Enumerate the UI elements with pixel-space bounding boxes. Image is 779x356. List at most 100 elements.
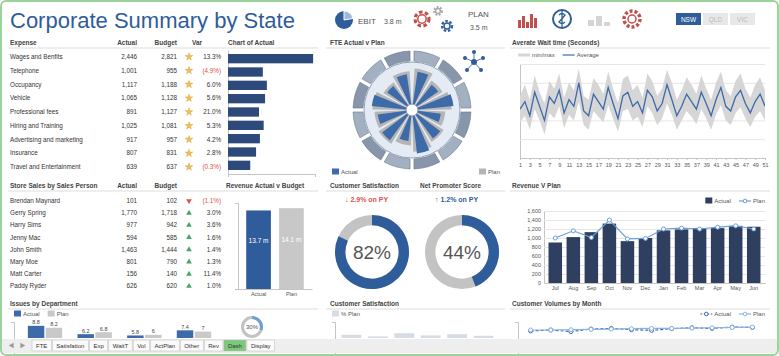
tick-mark xyxy=(618,158,619,160)
tick-label: 1,600 xyxy=(527,208,541,214)
chart-title: Averate Wait time (Seconds) xyxy=(512,39,599,47)
cell: 6.0% xyxy=(207,81,222,88)
tab-label[interactable]: Exp xyxy=(93,343,104,349)
cell: 1.0% xyxy=(207,282,222,289)
chart: Revenue V Plan02004006008001,0001,2001,4… xyxy=(512,182,766,291)
button-background[interactable] xyxy=(676,13,701,25)
bar xyxy=(747,227,761,283)
icon-gear xyxy=(434,7,442,15)
tab-background[interactable] xyxy=(224,340,246,351)
bar xyxy=(657,230,671,283)
tab-label[interactable]: WaitT xyxy=(113,343,129,349)
cell: 1.6% xyxy=(207,234,222,241)
tick-label: 41 xyxy=(713,162,719,168)
cell: Mary Moe xyxy=(10,258,38,266)
donut: 82% xyxy=(335,215,409,289)
section-rule xyxy=(510,191,770,192)
subtitle: ↑ 1.2% on PY xyxy=(435,196,479,203)
button-label[interactable]: VIC xyxy=(737,16,748,23)
sheet-tab[interactable]: Vol xyxy=(133,340,149,351)
tick-label: 31 xyxy=(664,162,670,168)
cell: Travel and Entertainment xyxy=(10,163,81,170)
plot xyxy=(372,68,454,153)
button-label[interactable]: NSW xyxy=(681,16,697,23)
tick: 1,400 xyxy=(527,217,765,223)
sheet-tab[interactable]: Rev xyxy=(204,340,223,351)
tab-background[interactable] xyxy=(32,340,51,351)
icon-shape xyxy=(559,11,565,27)
state-button[interactable]: QLD xyxy=(703,13,728,25)
tab-nav[interactable] xyxy=(9,343,14,349)
cell: 807 xyxy=(126,149,137,156)
tab-label[interactable]: Rev xyxy=(208,343,219,349)
tab-background[interactable] xyxy=(52,340,88,351)
tick: 29 xyxy=(655,158,661,168)
state-button[interactable]: VIC xyxy=(730,13,755,25)
button-label[interactable]: QLD xyxy=(709,16,723,24)
column-header: Budget xyxy=(155,39,178,47)
tick: 25 xyxy=(635,158,641,168)
tick-mark xyxy=(745,158,746,160)
state-button[interactable]: NSW xyxy=(676,13,701,25)
sheet-tab[interactable]: Dash xyxy=(224,340,246,351)
cell: 2,821 xyxy=(161,53,177,60)
tick-label: 25 xyxy=(635,162,641,168)
plot xyxy=(529,325,755,333)
grid-line xyxy=(544,220,765,221)
bar xyxy=(228,121,264,130)
tab-background[interactable] xyxy=(247,340,275,351)
cell: 101 xyxy=(126,197,137,204)
button-background[interactable] xyxy=(703,13,728,25)
tab-label[interactable]: ActPlan xyxy=(155,343,176,349)
sheet-tab[interactable]: Display xyxy=(247,340,275,351)
tick-label: 27 xyxy=(645,162,651,168)
sheet-tab[interactable]: Exp xyxy=(89,340,107,351)
sheet-tab[interactable]: FTE xyxy=(32,340,51,351)
legend-item: % Plan xyxy=(332,311,360,318)
icon-shape xyxy=(415,12,429,26)
tab-nav[interactable] xyxy=(20,343,25,349)
tick-label: 1,200 xyxy=(527,226,541,232)
tick: Jul xyxy=(552,283,559,291)
tick-label: 1,400 xyxy=(527,217,541,223)
cell: 639 xyxy=(126,163,137,170)
cell: 13.3% xyxy=(203,53,221,60)
sheet-tab[interactable]: WaitT xyxy=(109,340,132,351)
tick: 1 xyxy=(519,158,522,168)
button-background[interactable] xyxy=(730,13,755,25)
tick-mark xyxy=(765,158,766,160)
sheet-tab[interactable]: ActPlan xyxy=(151,340,180,351)
kpi-value: 3.8 m xyxy=(384,18,402,25)
icon-arrow xyxy=(186,259,192,264)
tab-background[interactable] xyxy=(109,340,132,351)
line xyxy=(531,327,753,330)
tab-background[interactable] xyxy=(180,340,203,351)
legend-label: Actual xyxy=(341,169,358,175)
legend-item: min/max xyxy=(518,52,555,58)
tab-label[interactable]: Vol xyxy=(137,343,145,349)
tab-label[interactable]: Display xyxy=(251,343,271,349)
tab-label[interactable]: FTE xyxy=(36,343,47,349)
bar xyxy=(228,54,313,63)
plot xyxy=(228,54,313,170)
cell: Vehicle xyxy=(10,94,31,101)
tick-label: Nov xyxy=(623,285,633,291)
tick-label: 51 xyxy=(762,162,768,168)
tab-background[interactable] xyxy=(151,340,180,351)
sheet-tab[interactable]: Other xyxy=(180,340,203,351)
tab-label[interactable]: Satisfation xyxy=(56,343,84,349)
tab-background[interactable] xyxy=(89,340,107,351)
tab-background[interactable] xyxy=(204,340,223,351)
chart-title: Revenue V Plan xyxy=(512,182,561,189)
page: Corporate Summary by StateEBIT3.8 mPLAN3… xyxy=(0,0,779,356)
column-header: Actual xyxy=(117,39,137,46)
chart-title: Customer Volumes by Month xyxy=(512,300,601,308)
tick: 45 xyxy=(733,158,739,168)
tab-label[interactable]: Other xyxy=(184,343,199,349)
sheet-tab[interactable]: Satisfation xyxy=(52,340,88,351)
tab-label[interactable]: Dash xyxy=(228,343,242,349)
cell: Matt Carter xyxy=(10,270,42,277)
tab-background[interactable] xyxy=(133,340,149,351)
bar xyxy=(195,332,211,338)
legend: min/maxAverage xyxy=(518,52,600,58)
